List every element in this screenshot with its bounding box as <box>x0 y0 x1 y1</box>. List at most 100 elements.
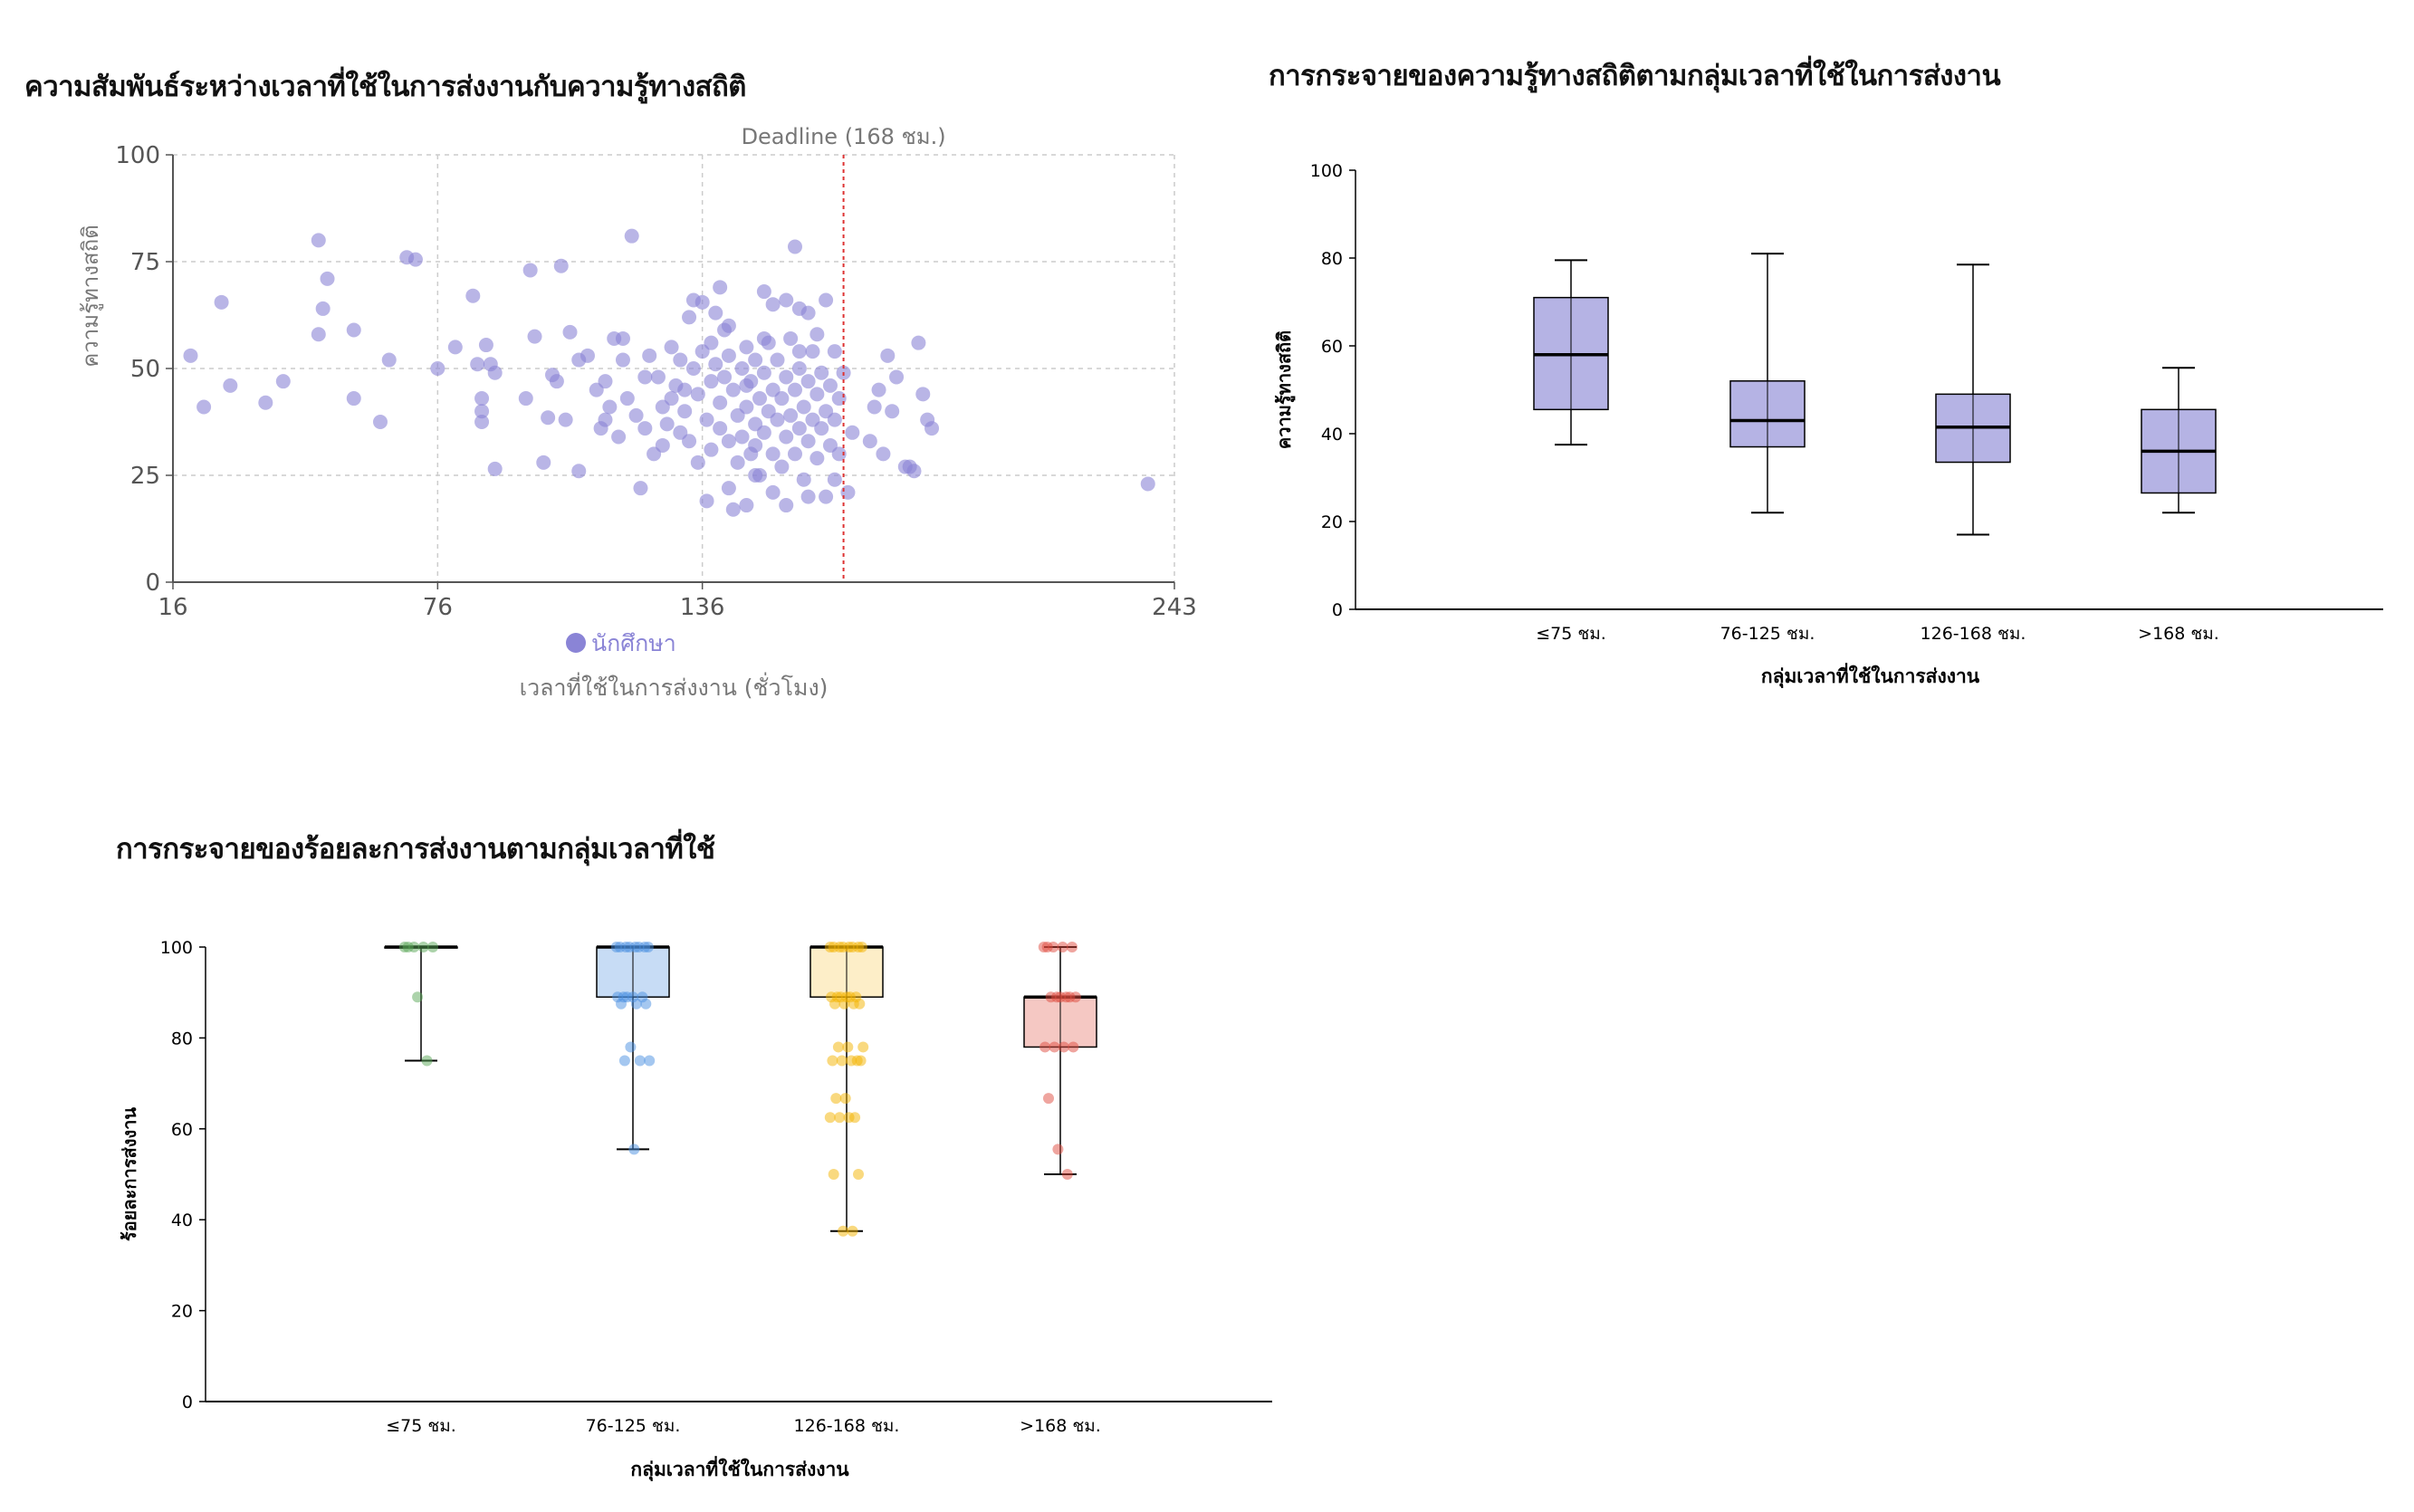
data-point <box>756 330 771 346</box>
data-point <box>800 434 816 449</box>
data-point <box>427 942 438 952</box>
data-point <box>739 498 754 513</box>
data-point <box>677 404 693 419</box>
data-point <box>695 344 710 359</box>
data-point <box>644 1055 656 1067</box>
data-point <box>787 446 802 462</box>
data-point <box>721 434 736 449</box>
data-point <box>805 344 820 359</box>
data-point <box>822 378 838 393</box>
data-point <box>633 942 645 952</box>
y-tick-label: 20 <box>1321 512 1343 532</box>
data-point <box>589 382 604 397</box>
data-point <box>619 391 635 407</box>
data-point <box>809 327 825 342</box>
data-point <box>474 415 490 429</box>
score-boxplot-title: การกระจายของความรู้ทางสถิติตามกลุ่มเวลาท… <box>1269 60 2001 92</box>
data-point <box>1140 476 1155 492</box>
data-point <box>1055 991 1066 1003</box>
y-axis-label: ความรู้ทางสถิติ <box>1273 330 1297 449</box>
data-point <box>765 297 781 312</box>
data-point <box>447 340 463 355</box>
category-label: >168 ชม. <box>1020 1416 1101 1436</box>
data-point <box>871 382 886 397</box>
data-point <box>618 1055 630 1067</box>
x-axis-label: เวลาที่ใช้ในการส่งงาน (ชั่วโมง) <box>520 672 829 701</box>
data-point <box>828 1169 839 1180</box>
data-point <box>752 391 768 407</box>
scatter-chart-title: ความสัมพันธ์ระหว่างเวลาที่ใช้ในการส่งงาน… <box>24 71 746 103</box>
data-point <box>756 284 771 300</box>
data-point <box>628 1144 640 1155</box>
y-tick-label: 20 <box>171 1302 193 1322</box>
data-point <box>876 446 891 462</box>
data-point <box>682 310 697 325</box>
data-point <box>183 348 198 363</box>
data-point <box>628 407 644 423</box>
data-point <box>417 942 429 952</box>
data-point <box>791 361 807 376</box>
data-point <box>911 335 926 350</box>
y-tick-label: 80 <box>1321 249 1343 269</box>
data-point <box>847 942 858 952</box>
category-label: 76-125 ชม. <box>1720 624 1815 644</box>
data-point <box>640 998 652 1010</box>
data-point <box>637 421 653 436</box>
data-point <box>783 407 799 423</box>
data-point <box>713 421 728 436</box>
data-point <box>412 991 424 1003</box>
data-point <box>690 455 705 470</box>
data-point <box>1041 942 1053 952</box>
data-point <box>598 412 613 427</box>
y-axis-label: ความรู้ทางสถิติ <box>78 225 104 368</box>
data-point <box>774 459 790 474</box>
data-point <box>713 395 728 410</box>
data-point <box>1064 991 1076 1003</box>
data-point <box>637 369 653 385</box>
data-point <box>774 391 790 407</box>
data-point <box>611 429 627 445</box>
data-point <box>885 404 900 419</box>
y-tick-label: 25 <box>130 463 160 490</box>
legend-marker <box>566 633 586 653</box>
data-point <box>770 352 785 368</box>
data-point <box>642 942 654 952</box>
data-point <box>836 1055 848 1067</box>
data-point <box>721 318 736 333</box>
data-point <box>924 421 940 436</box>
data-point <box>1058 1041 1069 1053</box>
y-tick-label: 50 <box>130 356 160 383</box>
data-point <box>829 998 840 1010</box>
data-point <box>616 998 627 1010</box>
y-tick-label: 0 <box>182 1392 193 1412</box>
data-point <box>743 446 759 462</box>
data-point <box>650 369 666 385</box>
data-point <box>704 442 719 457</box>
data-point <box>474 404 490 419</box>
data-point <box>809 451 825 466</box>
y-tick-label: 0 <box>145 569 160 597</box>
data-point <box>779 429 794 445</box>
data-point <box>862 434 877 449</box>
data-point <box>787 382 802 397</box>
data-point <box>838 998 850 1010</box>
data-point <box>827 472 842 487</box>
data-point <box>615 330 630 346</box>
data-point <box>275 374 291 389</box>
data-point <box>791 421 807 436</box>
data-point <box>717 369 733 385</box>
data-point <box>1045 991 1057 1003</box>
data-point <box>831 446 847 462</box>
data-point <box>842 1041 854 1053</box>
data-point <box>474 391 490 407</box>
data-point <box>827 1055 838 1067</box>
deadline-label: Deadline (168 ชม.) <box>742 124 946 149</box>
data-point <box>549 374 564 389</box>
data-point <box>856 942 867 952</box>
data-point <box>642 348 657 363</box>
data-point <box>721 481 736 496</box>
data-point <box>1057 942 1068 952</box>
y-tick-label: 100 <box>1310 161 1343 181</box>
data-point <box>381 352 397 368</box>
